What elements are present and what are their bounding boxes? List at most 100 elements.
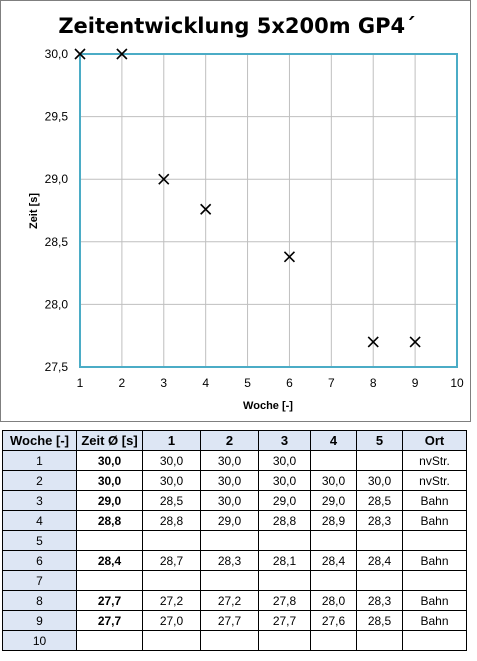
split-time-cell: 29,0	[310, 490, 357, 511]
split-time-cell	[310, 530, 357, 551]
week-cell: 2	[2, 470, 77, 491]
week-cell: 8	[2, 590, 77, 611]
x-tick-label: 3	[160, 376, 167, 390]
split-time-cell: 28,3	[356, 510, 403, 531]
column-header: 5	[356, 430, 403, 451]
x-tick-label: 5	[244, 376, 251, 390]
x-tick-label: 8	[370, 376, 377, 390]
location-cell	[402, 630, 467, 651]
y-axis-label: Zeit [s]	[28, 193, 40, 229]
split-time-cell: 27,0	[142, 610, 201, 631]
split-time-cell	[200, 630, 259, 651]
split-time-cell	[310, 450, 357, 471]
split-time-cell: 27,2	[142, 590, 201, 611]
split-time-cell: 29,0	[200, 510, 259, 531]
column-header: Zeit Ø [s]	[76, 430, 143, 451]
split-time-cell: 30,0	[142, 450, 201, 471]
table-row: 9 27,7 27,0 27,7 27,7 27,6 28,5 Bahn	[2, 610, 467, 631]
split-time-cell	[200, 530, 259, 551]
average-time-cell: 27,7	[76, 610, 143, 631]
split-time-cell: 28,3	[356, 590, 403, 611]
average-time-cell: 29,0	[76, 490, 143, 511]
split-time-cell: 28,1	[258, 550, 311, 571]
split-time-cell	[142, 570, 201, 591]
column-header: Woche [-]	[2, 430, 77, 451]
average-time-cell: 28,4	[76, 550, 143, 571]
x-tick-label: 7	[328, 376, 335, 390]
x-tick-label: 6	[286, 376, 293, 390]
split-time-cell: 28,5	[142, 490, 201, 511]
data-point-marker	[74, 48, 86, 60]
split-time-cell: 28,8	[258, 510, 311, 531]
split-time-cell: 28,5	[356, 490, 403, 511]
y-tick-label: 30,0	[45, 47, 69, 61]
split-time-cell	[356, 450, 403, 471]
data-point-marker	[158, 173, 170, 185]
x-tick-label: 2	[119, 376, 126, 390]
week-cell: 5	[2, 530, 77, 551]
split-time-cell: 28,8	[142, 510, 201, 531]
chart-title: Zeitentwicklung 5x200m GP4´	[58, 14, 415, 38]
x-axis-label: Woche [-]	[243, 400, 293, 412]
location-cell	[402, 530, 467, 551]
split-time-cell: 30,0	[258, 470, 311, 491]
split-time-cell: 30,0	[142, 470, 201, 491]
location-cell: Bahn	[402, 550, 467, 571]
table-row: 5	[2, 530, 467, 551]
column-header: 2	[200, 430, 259, 451]
split-time-cell: 28,9	[310, 510, 357, 531]
split-time-cell	[356, 530, 403, 551]
y-tick-label: 28,5	[45, 235, 69, 249]
location-cell	[402, 570, 467, 591]
split-time-cell: 30,0	[356, 470, 403, 491]
split-time-cell: 30,0	[200, 490, 259, 511]
column-header: 1	[142, 430, 201, 451]
split-time-cell: 30,0	[200, 470, 259, 491]
split-time-cell	[310, 570, 357, 591]
split-time-cell: 28,4	[310, 550, 357, 571]
tick-labels: 1 2 3 4 5 6 7 8 9 10 27,5 28,0 28,5 29,0 29,5 30,0	[45, 47, 464, 390]
location-cell: Bahn	[402, 510, 467, 531]
scatter-chart: Zeitentwicklung 5x200m GP4´ 1 2 3 4 5 6 7 8 9 10 2…	[0, 0, 471, 422]
chart-area: Zeitentwicklung 5x200m GP4´ 1 2 3 4 5 6 7 8 9 10 2…	[0, 0, 471, 422]
week-cell: 9	[2, 610, 77, 631]
average-time-cell: 30,0	[76, 450, 143, 471]
x-tick-label: 10	[450, 376, 464, 390]
split-time-cell: 30,0	[200, 450, 259, 471]
plot-border	[79, 53, 458, 368]
y-tick-label: 29,0	[45, 172, 69, 186]
average-time-cell	[76, 570, 143, 591]
split-time-cell: 28,7	[142, 550, 201, 571]
plot-area	[80, 54, 457, 367]
split-time-cell: 28,4	[356, 550, 403, 571]
table-row: 7	[2, 570, 467, 591]
split-time-cell	[142, 630, 201, 651]
x-tick-label: 9	[412, 376, 419, 390]
table-row: 10	[2, 630, 467, 651]
y-tick-label: 28,0	[45, 297, 69, 311]
data-point-marker	[409, 336, 421, 348]
average-time-cell: 28,8	[76, 510, 143, 531]
split-time-cell	[142, 530, 201, 551]
location-cell: Bahn	[402, 590, 467, 611]
table-row: 4 28,8 28,8 29,0 28,8 28,9 28,3 Bahn	[2, 510, 467, 531]
x-tick-label: 4	[202, 376, 209, 390]
split-time-cell: 28,0	[310, 590, 357, 611]
split-time-cell: 27,6	[310, 610, 357, 631]
split-time-cell: 27,2	[200, 590, 259, 611]
split-time-cell: 30,0	[258, 450, 311, 471]
table-row: 3 29,0 28,5 30,0 29,0 29,0 28,5 Bahn	[2, 490, 467, 511]
column-header: 3	[258, 430, 311, 451]
table-header-row: Woche [-] Zeit Ø [s] 1 2 3 4 5 Ort	[2, 430, 467, 451]
column-header: Ort	[402, 430, 467, 451]
split-time-cell: 27,7	[200, 610, 259, 631]
week-cell: 1	[2, 450, 77, 471]
split-time-cell	[200, 570, 259, 591]
week-cell: 6	[2, 550, 77, 571]
week-cell: 7	[2, 570, 77, 591]
table-row: 2 30,0 30,0 30,0 30,0 30,0 30,0 nvStr.	[2, 470, 467, 491]
data-point-marker	[367, 336, 379, 348]
split-time-cell	[258, 530, 311, 551]
average-time-cell: 30,0	[76, 470, 143, 491]
x-tick-label: 1	[77, 376, 84, 390]
